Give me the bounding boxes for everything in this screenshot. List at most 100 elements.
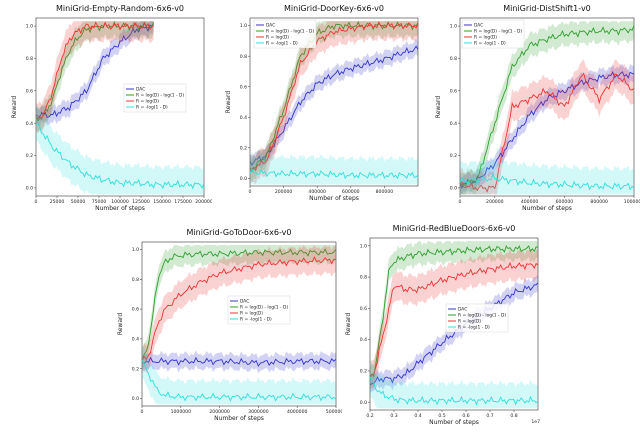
y-tick-label: 0.4 [240, 115, 247, 121]
x-axis-label: Number of steps [309, 195, 359, 202]
y-tick-label: 1.0 [132, 247, 139, 253]
x-tick-label: 800000 [376, 189, 394, 195]
series-band [370, 359, 538, 409]
legend-entry: R = log(D) [266, 35, 289, 41]
legend-entry: R = -log(1 - D) [136, 105, 168, 111]
x-tick-label: 3000000 [248, 409, 269, 415]
x-axis-multiplier: 1e7 [531, 419, 540, 425]
series-line [250, 20, 418, 173]
x-tick-label: 0.8 [510, 413, 517, 419]
series-band [36, 21, 154, 135]
y-tick-label: 0.8 [26, 56, 33, 62]
legend-entry: R = log(D) [474, 35, 497, 41]
x-tick-label: 4000000 [287, 409, 308, 415]
x-tick-label: 600000 [342, 189, 360, 195]
x-tick-label: 400000 [308, 189, 326, 195]
x-tick-label: 0 [35, 199, 38, 205]
x-tick-label: 200000 [195, 199, 212, 205]
series-line [142, 359, 336, 402]
y-tick-label: 0.6 [26, 88, 33, 94]
series-band [370, 249, 538, 391]
legend-entry: DAC [266, 23, 275, 29]
series-line [370, 282, 538, 386]
y-tick-label: 0.8 [240, 54, 247, 60]
chart-panel-doorkey: MiniGrid-DoorKey-6x6-v0 0.0 0.2 0.4 0.6 0.8 1.… [212, 0, 424, 218]
x-axis-label: Number of steps [214, 415, 264, 422]
series-line [142, 248, 336, 362]
x-tick-label: 5000000 [326, 409, 342, 415]
series-band [460, 63, 634, 195]
chart-title: MiniGrid-Empty-Random-6x6-v0 [56, 4, 184, 13]
legend-entry: R = -log(1 - D) [458, 325, 490, 331]
series-band [36, 21, 154, 133]
x-tick-label: 0 [141, 409, 144, 415]
y-tick-label: 0.6 [132, 307, 139, 313]
legend-entry: R = log(D) [240, 311, 263, 317]
x-tick-label: 800000 [590, 199, 608, 205]
legend-entry: R = log(D) - log(1 - D) [474, 29, 522, 35]
y-tick-label: 1.0 [240, 23, 247, 29]
y-axis-label: Reward [117, 313, 124, 336]
y-axis-label: Reward [435, 96, 442, 119]
legend-entry: DAC [136, 87, 145, 93]
series-line [142, 256, 336, 361]
x-tick-label: 200000 [275, 189, 293, 195]
series-line [370, 376, 538, 406]
legend-entry: R = log(D) - log(1 - D) [266, 29, 314, 35]
series-band [142, 245, 336, 375]
series-line [36, 122, 204, 190]
series-band [142, 343, 336, 405]
series-group [250, 20, 418, 185]
series-band [142, 350, 336, 374]
series-line [370, 245, 538, 379]
y-tick-label: 0.6 [450, 88, 457, 94]
legend-entry: R = log(D) - log(1 - D) [458, 313, 506, 319]
y-tick-label: 0.0 [132, 396, 139, 402]
y-axis-label: Reward [345, 313, 352, 336]
x-axis-label: Number of steps [95, 205, 145, 212]
y-tick-label: 0.6 [240, 84, 247, 90]
series-band [36, 105, 204, 195]
legend-box [227, 295, 291, 325]
series-band [250, 152, 418, 185]
x-tick-label: 0.2 [366, 413, 373, 419]
y-tick-label: 1.0 [360, 243, 367, 249]
chart-panel-empty-random: MiniGrid-Empty-Random-6x6-v0 0.0 0.2 0.4 0.6… [2, 0, 212, 218]
x-tick-label: 175000 [174, 199, 192, 205]
series-line [460, 72, 634, 193]
series-group [142, 245, 336, 405]
x-tick-label: 2000000 [209, 409, 230, 415]
series-band [460, 58, 634, 195]
x-tick-label: 1000000 [624, 199, 640, 205]
y-tick-label: 1.0 [26, 24, 33, 30]
x-axis-label: Number of steps [429, 419, 479, 426]
chart-svg-3: MiniGrid-DistShift1-v0 0.0 0.2 0.4 0.6 0.8 1.0… [435, 4, 640, 212]
series-line [460, 71, 634, 190]
x-tick-label: 150000 [153, 199, 171, 205]
series-line [250, 45, 418, 166]
y-tick-label: 0.0 [450, 186, 457, 192]
x-tick-label: 125000 [132, 199, 150, 205]
chart-title: MiniGrid-DoorKey-6x6-v0 [284, 4, 384, 13]
y-tick-label: 0.2 [450, 153, 457, 159]
chart-panel-distshift: MiniGrid-DistShift1-v0 0.0 0.2 0.4 0.6 0.8 1.0… [424, 0, 640, 218]
series-band [250, 21, 418, 182]
series-line [250, 21, 418, 172]
series-band [460, 156, 634, 195]
y-tick-label: 0.2 [26, 153, 33, 159]
series-band [370, 241, 538, 390]
y-tick-label: 0.0 [240, 176, 247, 182]
legend-entry: R = log(D) - log(1 - D) [240, 305, 288, 311]
legend-box [445, 303, 509, 333]
y-tick-label: 0.4 [360, 337, 367, 343]
x-tick-label: 75000 [92, 199, 107, 205]
x-tick-label: 0.7 [486, 413, 493, 419]
x-tick-label: 0 [249, 189, 252, 195]
legend-box [123, 83, 187, 113]
y-tick-label: 0.8 [450, 56, 457, 62]
series-group [36, 20, 204, 195]
series-band [250, 21, 418, 185]
y-tick-label: 0.0 [360, 400, 367, 406]
